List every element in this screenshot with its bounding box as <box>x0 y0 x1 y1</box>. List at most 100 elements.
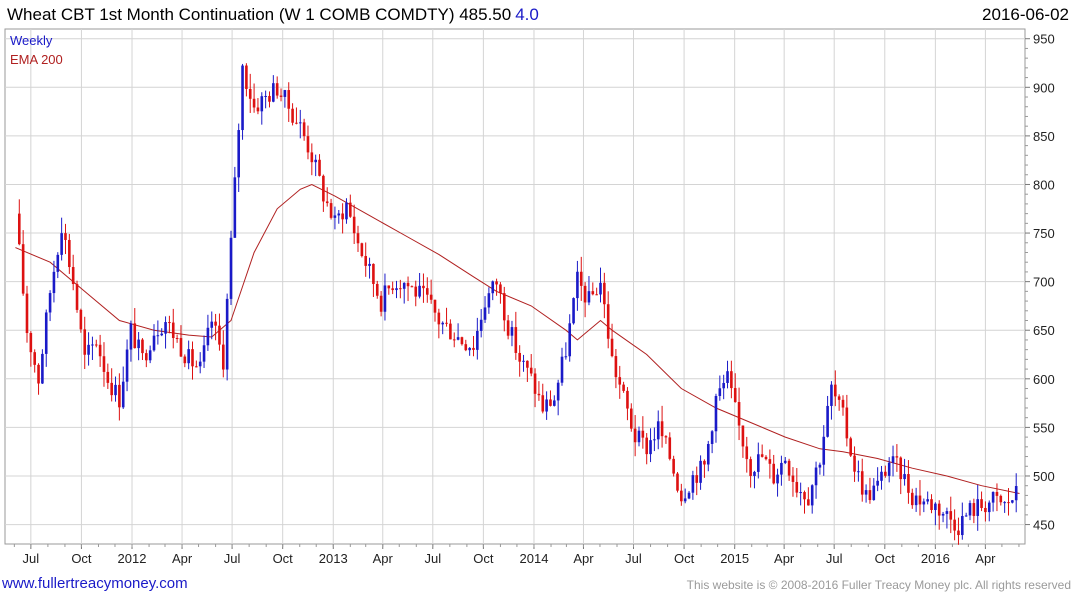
footer-site-link[interactable]: www.fullertreacymoney.com <box>2 575 188 592</box>
candle-body <box>799 492 802 494</box>
candle-body <box>322 175 325 202</box>
candle-body <box>599 282 602 295</box>
candle-body <box>968 503 972 516</box>
y-tick-label: 800 <box>1033 177 1055 192</box>
candle-body <box>364 256 368 266</box>
candle-body <box>433 299 437 313</box>
candle-body <box>937 503 941 516</box>
candle-body <box>999 495 1003 503</box>
candle-body <box>56 254 60 272</box>
candle-body <box>252 98 256 108</box>
candle-body <box>295 122 298 124</box>
y-tick-label: 900 <box>1033 80 1055 95</box>
candle-body <box>918 495 922 505</box>
candle-body <box>895 456 899 458</box>
candle-body <box>753 471 756 476</box>
y-tick-label: 650 <box>1033 323 1055 338</box>
candle-body <box>329 203 333 218</box>
x-tick-label: 2012 <box>118 551 147 566</box>
candle-body <box>171 322 175 339</box>
candle-body <box>333 215 337 218</box>
candle-body <box>795 481 799 493</box>
candle-body <box>733 388 737 403</box>
candle-body <box>279 95 283 97</box>
candle-body <box>822 436 826 465</box>
candle-body <box>460 337 464 345</box>
x-tick-label: Jul <box>224 551 241 566</box>
candle-body <box>741 425 745 447</box>
candle-body <box>368 263 371 266</box>
candle-body <box>495 281 498 285</box>
candle-body <box>537 393 541 396</box>
candle-body <box>268 95 271 102</box>
legend-weekly: Weekly <box>10 33 53 48</box>
x-tick-label: Oct <box>875 551 896 566</box>
candle-body <box>233 177 237 238</box>
candle-body <box>568 323 572 357</box>
candle-body <box>541 395 545 412</box>
x-tick-label: Jul <box>826 551 843 566</box>
candle-body <box>641 430 645 438</box>
candle-body <box>325 201 329 204</box>
candle-body <box>780 462 783 475</box>
candle-body <box>148 350 152 361</box>
candle-body <box>164 322 167 334</box>
candle-body <box>406 282 410 287</box>
candle-body <box>556 382 560 401</box>
candle-body <box>198 361 202 367</box>
candle-body <box>21 244 25 294</box>
candle-body <box>987 502 991 513</box>
candle-body <box>768 459 772 464</box>
candle-body <box>410 286 414 288</box>
candle-body <box>483 307 487 320</box>
candle-body <box>868 490 872 501</box>
y-axis: 450 500 550 600 650 700 750 800 850 900 950 <box>1025 32 1055 533</box>
candle-body <box>306 136 310 153</box>
candle-body <box>129 323 133 350</box>
candle-body <box>395 288 398 291</box>
candle-body <box>1007 502 1010 504</box>
candle-body <box>564 356 568 358</box>
candle-body <box>25 293 29 334</box>
candle-body <box>783 460 787 463</box>
candle-body <box>187 349 190 364</box>
candle-body <box>614 356 618 378</box>
candle-body <box>961 516 964 536</box>
candle-body <box>487 293 491 308</box>
candle-body <box>668 437 672 459</box>
plot-frame <box>4 28 1026 545</box>
x-tick-label: Apr <box>373 551 394 566</box>
title-text: Wheat CBT 1st Month Continuation (W 1 CO… <box>7 5 512 24</box>
candle-body <box>903 474 906 480</box>
candle-body <box>703 460 706 465</box>
candle-body <box>787 460 791 476</box>
candle-body <box>352 216 356 234</box>
candle-body <box>1003 502 1006 504</box>
candle-body <box>52 271 56 294</box>
candle-body <box>706 443 710 465</box>
candle-body <box>772 463 776 484</box>
candle-body <box>449 323 452 340</box>
candle-body <box>849 438 852 456</box>
candle-body <box>94 344 98 346</box>
candle-body <box>264 95 267 97</box>
candle-body <box>553 400 556 406</box>
candle-body <box>807 499 810 506</box>
candle-body <box>776 474 779 484</box>
candle-body <box>714 396 718 432</box>
candle-body <box>649 440 652 455</box>
candle-body <box>810 485 814 506</box>
x-tick-label: Oct <box>473 551 494 566</box>
candle-body <box>214 321 217 326</box>
candle-body <box>914 495 918 506</box>
candle-body <box>349 202 352 217</box>
candle-body <box>272 83 275 102</box>
candle-body <box>425 288 429 295</box>
candle-body <box>579 271 583 286</box>
candle-body <box>683 498 687 502</box>
candle-body <box>526 360 529 368</box>
candle-body <box>814 467 818 486</box>
candle-body <box>218 325 221 345</box>
candle-body <box>560 356 564 383</box>
candle-body <box>68 239 71 268</box>
